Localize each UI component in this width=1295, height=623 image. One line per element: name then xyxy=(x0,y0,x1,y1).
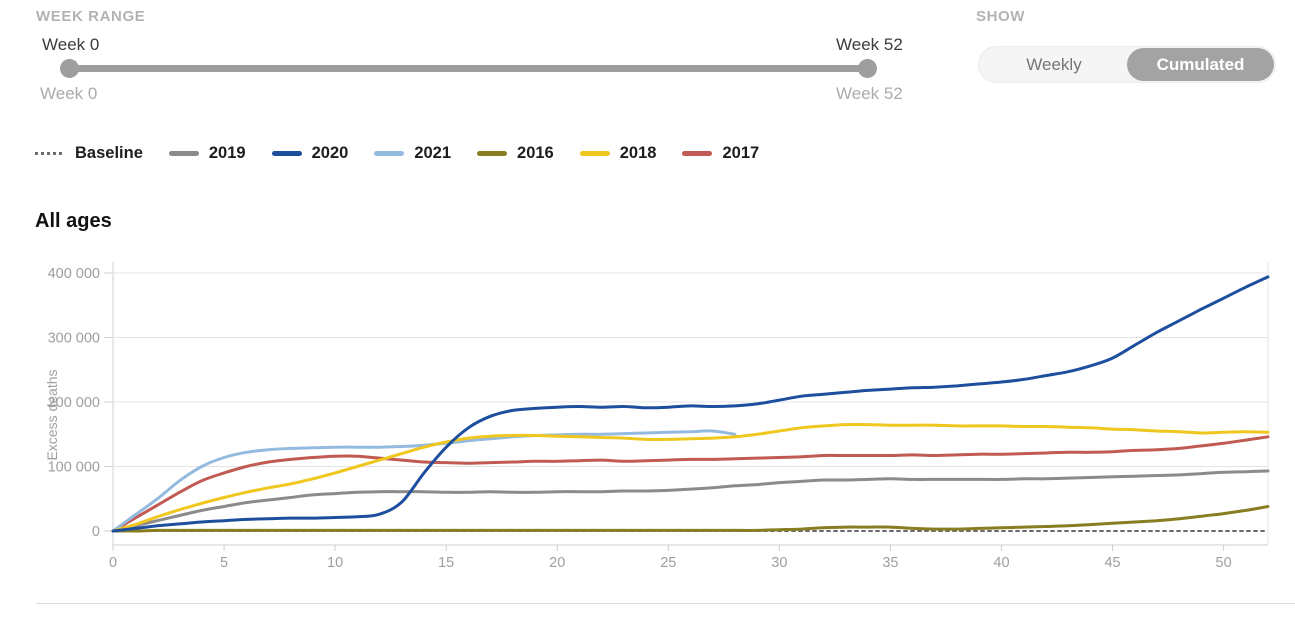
chart-title: All ages xyxy=(35,210,112,232)
line-swatch-icon xyxy=(168,151,199,156)
legend-item-2017[interactable]: 2017 xyxy=(682,144,759,163)
line-swatch-icon xyxy=(374,151,405,156)
legend-label: 2017 xyxy=(722,144,760,162)
x-tick-label: 20 xyxy=(549,555,565,571)
x-tick-label: 5 xyxy=(220,555,228,571)
baseline-dashed-swatch-icon xyxy=(35,152,65,155)
bottom-divider xyxy=(36,603,1295,604)
series-line-2021 xyxy=(111,429,737,533)
legend-item-2021[interactable]: 2021 xyxy=(374,144,451,163)
legend-item-2018[interactable]: 2018 xyxy=(579,144,657,163)
toggle-option-cumulated[interactable]: Cumulated xyxy=(1127,48,1274,81)
show-section-label: SHOW xyxy=(976,8,1026,25)
x-tick-label: 30 xyxy=(771,555,787,571)
chart-area[interactable]: 0 100 000 200 000 300 000 400 000 0 5 10 15 20 25 3… xyxy=(35,250,1280,580)
slider-start-min-label: Week 0 xyxy=(40,84,98,103)
chart-legend: Baseline 2019 2020 2021 2016 2018 2017 xyxy=(35,144,759,163)
line-swatch-icon xyxy=(682,151,713,156)
x-tick-label: 15 xyxy=(438,555,454,571)
slider-end-value-label: Week 52 xyxy=(836,35,903,54)
line-swatch-icon xyxy=(477,151,508,156)
show-mode-toggle: Weekly Cumulated xyxy=(978,46,1276,83)
series-line-2018 xyxy=(111,422,1270,533)
legend-item-2020[interactable]: 2020 xyxy=(271,144,349,163)
y-tick-label: 0 xyxy=(92,524,100,540)
y-tick-label: 200 000 xyxy=(48,395,100,411)
legend-label: 2021 xyxy=(414,144,452,162)
line-swatch-icon xyxy=(271,151,302,156)
x-tick-label: 25 xyxy=(660,555,676,571)
legend-item-2019[interactable]: 2019 xyxy=(168,144,246,163)
series-line-2017 xyxy=(111,435,1270,533)
slider-end-max-label: Week 52 xyxy=(836,84,903,103)
legend-label: 2019 xyxy=(208,144,246,162)
toggle-option-weekly[interactable]: Weekly xyxy=(1026,55,1082,74)
legend-label: 2018 xyxy=(619,144,657,162)
legend-label: 2020 xyxy=(311,144,349,162)
series-line-2016 xyxy=(111,505,1270,533)
line-swatch-icon xyxy=(579,151,610,156)
week-range-slider-handle-start[interactable] xyxy=(60,59,79,78)
y-tick-label: 300 000 xyxy=(48,331,100,347)
x-tick-label: 45 xyxy=(1104,555,1120,571)
week-range-slider-handle-end[interactable] xyxy=(858,59,877,78)
week-range-section-label: WEEK RANGE xyxy=(36,8,146,25)
legend-label: Baseline xyxy=(75,144,143,162)
legend-item-2016[interactable]: 2016 xyxy=(477,144,554,163)
x-tick-label: 50 xyxy=(1216,555,1232,571)
legend-label: 2016 xyxy=(517,144,554,162)
series-line-2019 xyxy=(111,469,1270,533)
chart-svg: 0 100 000 200 000 300 000 400 000 0 5 10 15 20 25 3… xyxy=(44,262,1270,571)
x-tick-label: 35 xyxy=(882,555,898,571)
y-tick-label: 100 000 xyxy=(48,460,100,476)
week-range-slider-track[interactable] xyxy=(70,65,868,72)
x-tick-label: 10 xyxy=(327,555,343,571)
x-tick-label: 0 xyxy=(109,555,117,571)
series-line-2020 xyxy=(111,275,1270,533)
y-axis-label: Excess deaths xyxy=(44,369,60,460)
legend-item-baseline[interactable]: Baseline xyxy=(35,144,143,163)
x-tick-label: 40 xyxy=(993,555,1009,571)
y-tick-label: 400 000 xyxy=(48,266,100,282)
slider-start-value-label: Week 0 xyxy=(42,35,100,54)
